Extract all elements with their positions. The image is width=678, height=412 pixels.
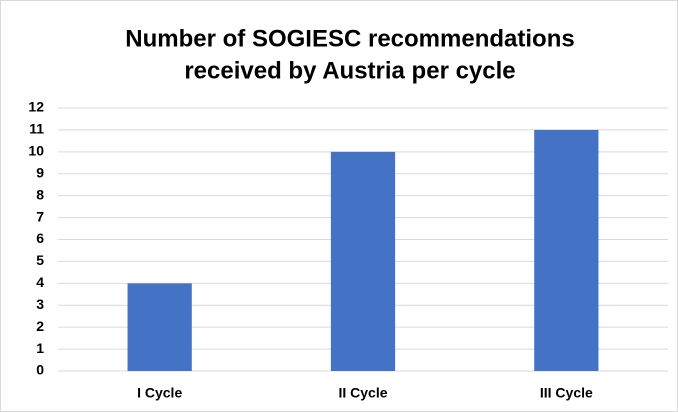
- y-tick-label: 11: [29, 121, 44, 137]
- y-tick-label: 10: [28, 143, 44, 159]
- y-tick-label: 3: [36, 296, 44, 312]
- y-tick-label: 8: [36, 186, 44, 202]
- y-tick-label: 9: [36, 164, 44, 180]
- y-tick-label: 2: [36, 318, 44, 334]
- x-tick-label: I Cycle: [137, 385, 182, 401]
- x-tick-label: III Cycle: [540, 385, 593, 401]
- bar: [330, 151, 396, 371]
- bar: [534, 129, 599, 371]
- y-tick-label: 1: [36, 340, 44, 356]
- bar: [127, 283, 192, 371]
- y-tick-label: 0: [36, 362, 44, 378]
- y-tick-label: 5: [36, 252, 44, 268]
- chart-title: received by Austria per cycle: [184, 57, 515, 84]
- y-tick-label: 12: [28, 99, 44, 115]
- y-tick-label: 4: [36, 274, 44, 290]
- y-tick-label: 6: [36, 230, 44, 246]
- x-tick-label: II Cycle: [338, 385, 387, 401]
- y-tick-label: 7: [36, 208, 44, 224]
- chart-title: Number of SOGIESC recommendations: [125, 25, 574, 52]
